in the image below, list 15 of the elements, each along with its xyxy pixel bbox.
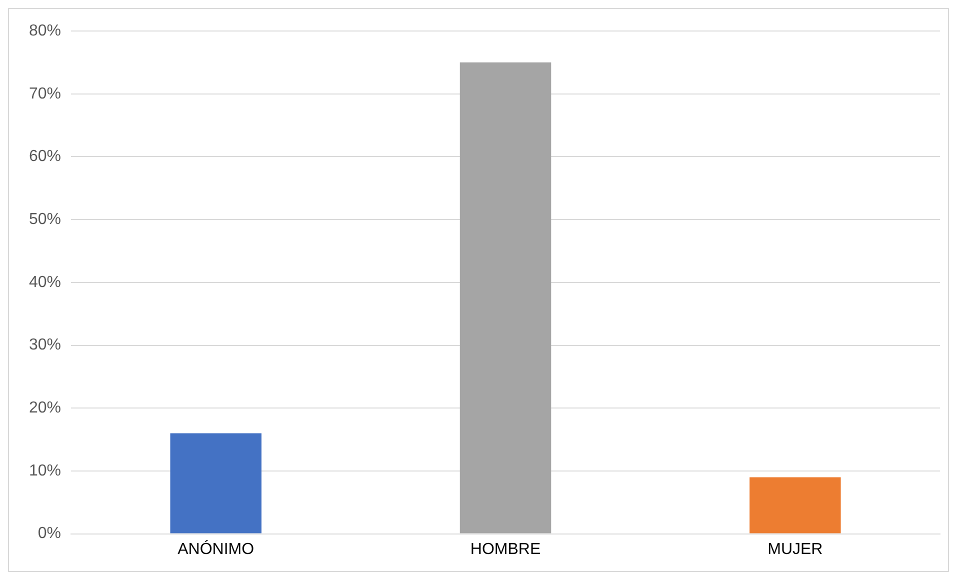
y-tick-label: 20% bbox=[28, 400, 62, 417]
x-tick-label: ANÓNIMO bbox=[178, 540, 254, 558]
y-tick-label: 40% bbox=[28, 274, 62, 291]
y-tick-label: 30% bbox=[28, 336, 62, 354]
y-tick-label: 70% bbox=[28, 85, 62, 102]
bar bbox=[750, 477, 841, 534]
bar bbox=[170, 433, 262, 534]
y-tick-label: 50% bbox=[28, 210, 62, 228]
y-tick-label: 60% bbox=[28, 148, 62, 166]
y-tick-label: 10% bbox=[28, 462, 62, 480]
y-tick-label: 0% bbox=[38, 525, 62, 542]
y-tick-label: 80% bbox=[28, 22, 62, 40]
bar bbox=[460, 62, 552, 534]
x-tick-label: HOMBRE bbox=[470, 540, 541, 558]
x-tick-label: MUJER bbox=[768, 540, 823, 558]
